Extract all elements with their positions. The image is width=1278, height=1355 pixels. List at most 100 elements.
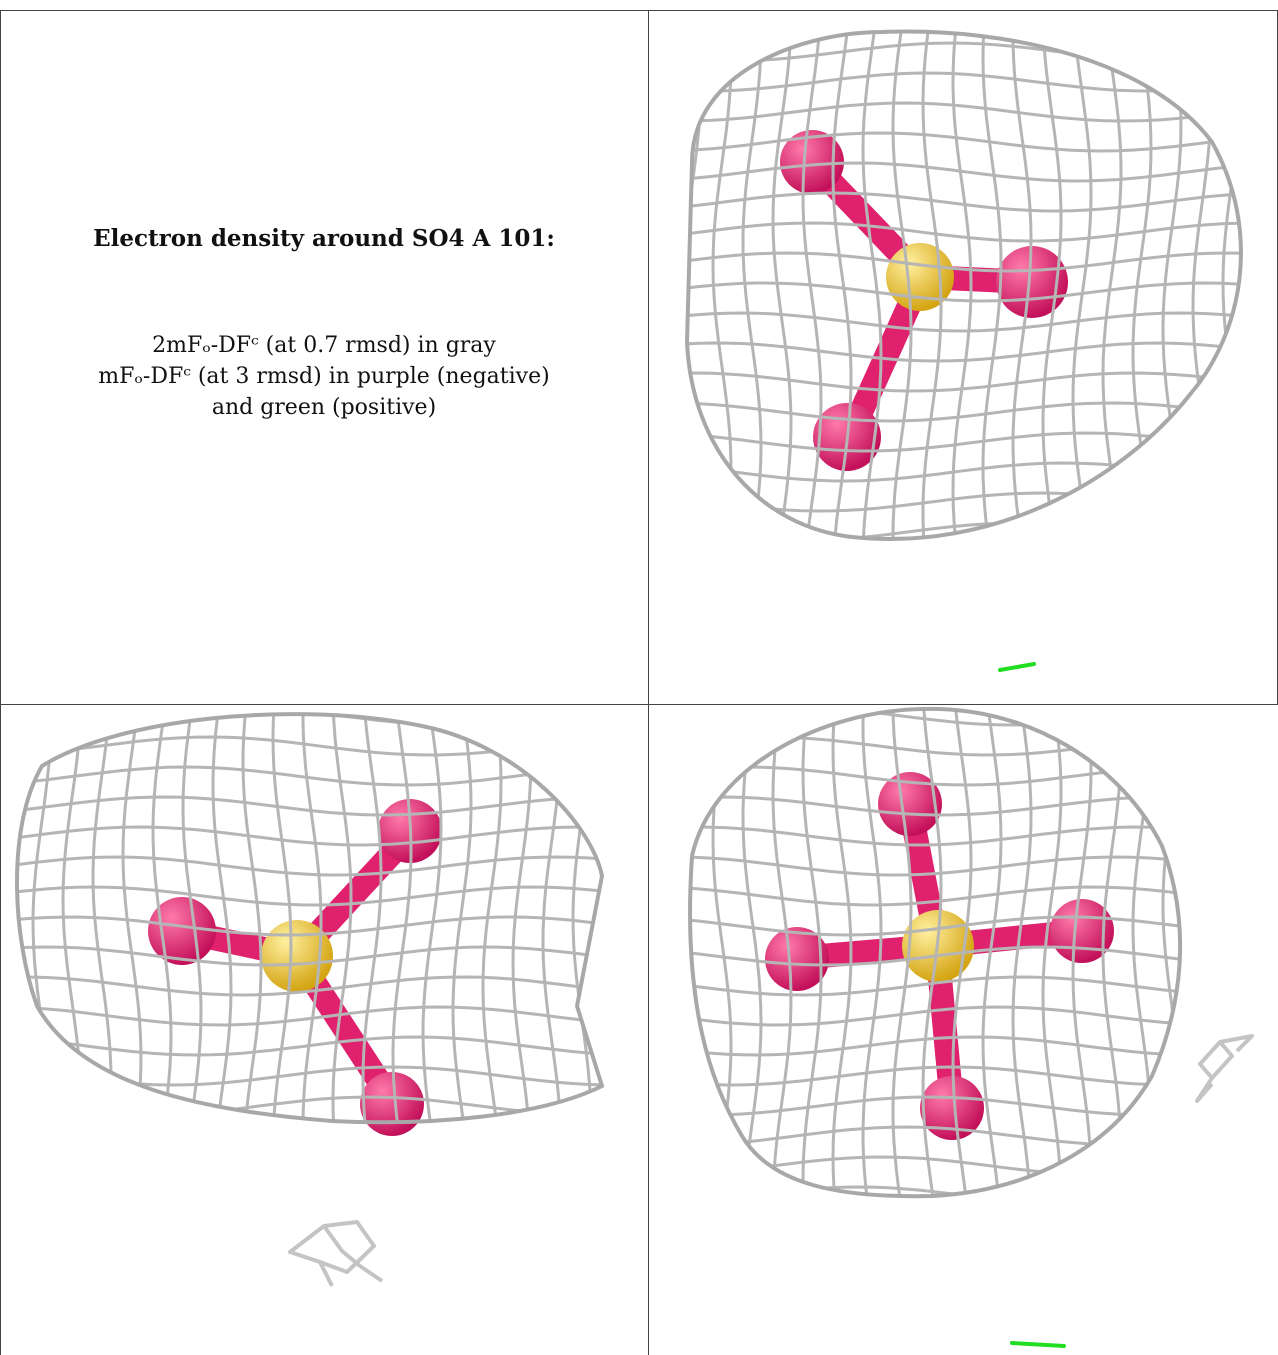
mesh-line	[17, 795, 602, 817]
mesh-line	[17, 1005, 602, 1027]
mesh-line	[1011, 31, 1033, 540]
mesh-line	[687, 461, 1241, 483]
mesh-line	[801, 31, 823, 540]
small-density-fragment	[1195, 1034, 1254, 1103]
oxygen-atom	[765, 927, 829, 991]
mesh-line	[831, 708, 853, 1197]
mesh-line	[981, 31, 1003, 540]
mesh-line	[1221, 31, 1241, 540]
mesh-line	[687, 31, 1241, 33]
mesh-line	[2, 1337, 632, 1354]
mesh-line	[687, 221, 1241, 243]
mesh-line	[652, 1337, 1267, 1354]
caption-line-2: mFₒ-DFᶜ (at 3 rmsd) in purple (negative)	[98, 364, 550, 389]
mesh-line	[17, 714, 23, 1123]
mesh-line	[711, 708, 733, 1197]
mesh-line	[687, 371, 1241, 393]
sulfate-view-top-right-icon	[652, 12, 1271, 702]
mesh-line	[653, 12, 671, 702]
mesh-line	[331, 714, 353, 1123]
mesh-line	[861, 708, 883, 1197]
oxygen-atom	[780, 130, 844, 194]
caption-line-1: 2mFₒ-DFᶜ (at 0.7 rmsd) in gray	[152, 333, 496, 358]
mesh-line	[687, 491, 1241, 513]
mesh-line	[801, 708, 823, 1197]
mesh-line	[687, 131, 1241, 153]
mesh-line	[17, 855, 602, 877]
mesh-line	[2, 1187, 632, 1205]
mesh-line	[741, 708, 763, 1197]
mesh-line	[690, 708, 703, 1197]
mesh-line	[17, 1065, 602, 1087]
mesh-line	[891, 31, 913, 540]
mesh-line	[211, 714, 233, 1123]
sulfate-view-bottom-left-icon	[2, 706, 646, 1354]
mesh-line	[91, 714, 113, 1123]
mesh-line	[361, 714, 383, 1123]
mesh-line	[687, 41, 1241, 63]
mesh-line	[711, 31, 733, 540]
small-density-fragment	[288, 1220, 384, 1287]
density-mesh	[652, 706, 1271, 1354]
mesh-line	[687, 71, 1241, 93]
caption-title: Electron density around SO4 A 101:	[93, 225, 555, 252]
mesh-line	[653, 706, 671, 1351]
mesh-line	[652, 1307, 1267, 1325]
mesh-line	[741, 31, 763, 540]
mesh-line	[1071, 708, 1093, 1197]
mesh-line	[981, 708, 1003, 1197]
grid-line-top	[0, 10, 1278, 11]
mesh-line	[17, 915, 602, 937]
mesh-line	[1101, 31, 1123, 540]
mesh-line	[652, 673, 1267, 691]
mesh-line	[1071, 31, 1093, 540]
mesh-line	[481, 714, 503, 1123]
mesh-line	[1041, 31, 1063, 540]
mesh-line	[121, 714, 143, 1123]
mesh-line	[652, 1217, 1267, 1235]
mesh-line	[652, 643, 1267, 661]
mesh-line	[771, 708, 793, 1197]
mesh-line	[690, 1005, 1181, 1027]
mesh-line	[652, 613, 1267, 631]
mesh-line	[271, 714, 293, 1123]
sulfate-view-bottom-right-icon	[652, 706, 1271, 1354]
mesh-line	[241, 714, 263, 1123]
mesh-line	[2, 1277, 632, 1295]
grid-line-row-divider	[0, 704, 1278, 705]
positive-density-blob	[1010, 1341, 1066, 1348]
grid-line-left	[0, 10, 1, 1355]
grid-line-middle	[648, 10, 649, 1355]
mesh-outline	[688, 706, 1183, 1199]
mesh-line	[687, 251, 1241, 273]
mesh-line	[1101, 708, 1123, 1197]
mesh-line	[687, 191, 1241, 213]
mesh-line	[2, 1307, 632, 1325]
mesh-line	[601, 714, 602, 1123]
mesh-line	[861, 31, 883, 540]
mesh-line	[31, 714, 53, 1123]
density-panel-top-right	[652, 12, 1274, 702]
mesh-line	[151, 714, 173, 1123]
mesh-line	[921, 31, 943, 540]
mesh-line	[652, 1247, 1267, 1265]
mesh-line	[633, 706, 646, 1351]
mesh-line	[1191, 31, 1213, 540]
mesh-line	[61, 714, 83, 1123]
mesh-line	[17, 945, 602, 967]
mesh-line	[652, 1277, 1267, 1295]
mesh-line	[921, 708, 943, 1197]
mesh-line	[1223, 706, 1241, 1351]
mesh-line	[17, 885, 602, 907]
mesh-line	[1253, 12, 1271, 702]
mesh-line	[1253, 706, 1271, 1351]
mesh-line	[831, 31, 853, 540]
mesh-line	[391, 714, 413, 1123]
mesh-line	[687, 311, 1241, 333]
sulfur-atom	[886, 243, 954, 311]
mesh-line	[1161, 31, 1183, 540]
mesh-line	[17, 1035, 602, 1057]
mesh-line	[181, 714, 203, 1123]
mesh-line	[421, 714, 443, 1123]
mesh-line	[1193, 706, 1211, 1351]
